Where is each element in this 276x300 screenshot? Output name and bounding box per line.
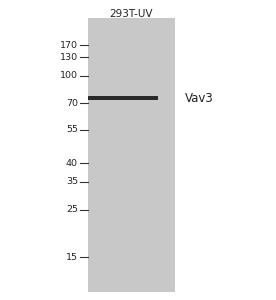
Bar: [88, 18, 175, 292]
Text: 40: 40: [66, 158, 78, 167]
Text: 293T-UV: 293T-UV: [109, 9, 153, 19]
Text: 100: 100: [60, 71, 78, 80]
Text: 170: 170: [60, 40, 78, 50]
Text: 35: 35: [66, 178, 78, 187]
Text: 55: 55: [66, 125, 78, 134]
Text: 130: 130: [60, 52, 78, 62]
Text: 70: 70: [66, 98, 78, 107]
Text: 15: 15: [66, 253, 78, 262]
Bar: [88, 96, 158, 100]
Text: Vav3: Vav3: [185, 92, 214, 104]
Text: 25: 25: [66, 206, 78, 214]
